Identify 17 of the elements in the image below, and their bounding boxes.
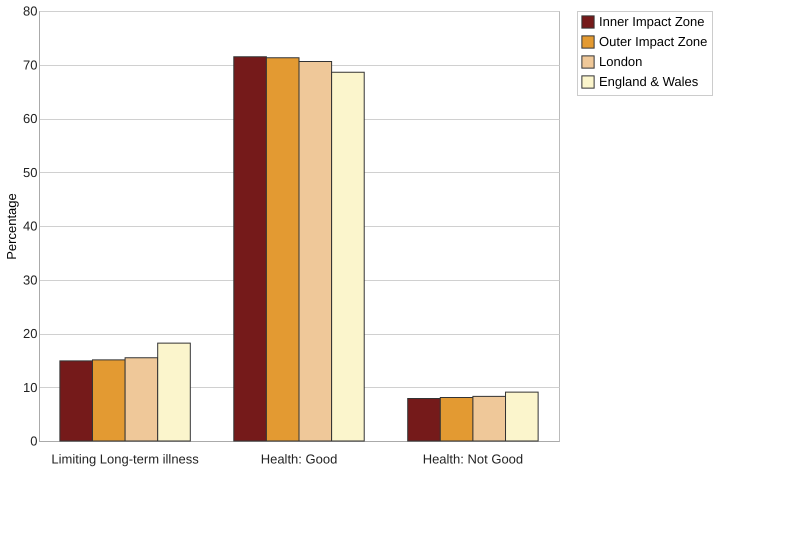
y-tick-label: 10 <box>23 380 38 395</box>
y-tick-label: 80 <box>23 4 38 18</box>
y-tick-label: 20 <box>23 326 38 341</box>
y-axis-title: Percentage <box>4 193 20 260</box>
y-tick-label: 0 <box>30 434 38 448</box>
legend-label: Inner Impact Zone <box>599 14 704 29</box>
legend-label: London <box>599 54 642 69</box>
x-tick-label: Health: Not Good <box>422 452 524 466</box>
y-tick-label: 40 <box>23 218 38 234</box>
y-tick-label: 70 <box>23 57 38 72</box>
x-tick-label: Limiting Long-term illness <box>51 452 200 466</box>
y-tick-label: 60 <box>23 111 38 126</box>
x-tick-label: Health: Good <box>260 452 338 466</box>
y-tick-label: 50 <box>23 164 38 180</box>
legend-label: England & Wales <box>599 74 699 89</box>
legend-label: Outer Impact Zone <box>599 34 708 49</box>
y-tick-label: 30 <box>23 272 38 288</box>
